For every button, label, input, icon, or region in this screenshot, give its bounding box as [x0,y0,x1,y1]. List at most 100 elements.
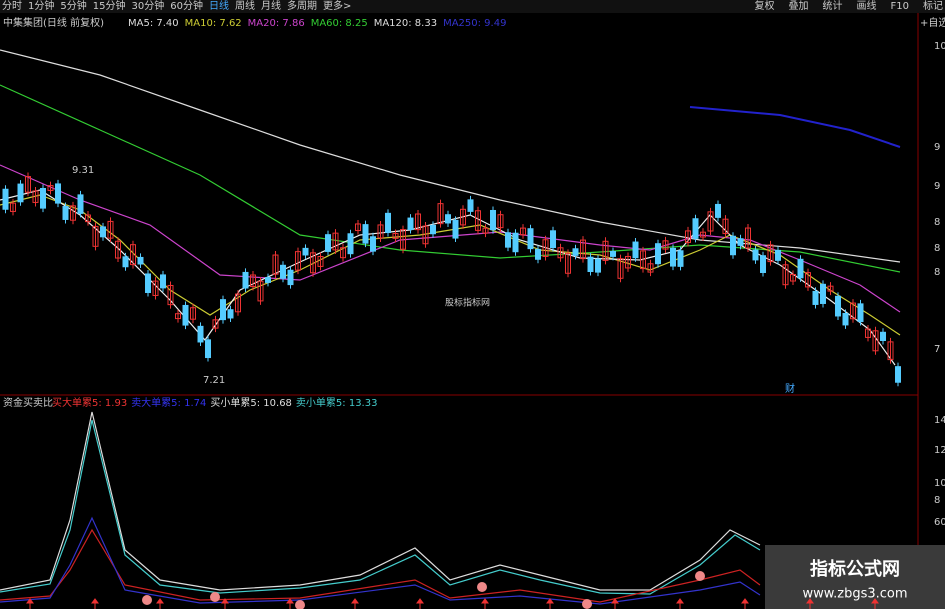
candle-body [310,252,316,274]
candle-body [205,339,211,359]
candle-body [295,251,301,271]
toolbar-item[interactable]: F10 [891,1,909,12]
signal-arrow [416,598,424,609]
signal-arrow [156,598,164,609]
signal-dot [695,571,705,581]
candle-body [242,271,249,289]
candle-body [347,233,354,255]
candle-body [505,232,511,248]
y-axis-label: 8 [934,267,940,278]
buy-big [0,528,761,603]
ma-legend: MA10: 7.62 [185,18,242,29]
candle-body [580,239,586,260]
toolbar-item[interactable]: 叠加 [789,0,809,12]
y-axis-label: 60 [934,517,945,528]
candle-body [362,224,369,244]
toolbar-item[interactable]: 月线 [261,0,281,12]
candle-body [370,236,376,252]
candle-body [385,212,391,233]
candle-body [257,280,264,302]
y-axis-label: 10 [934,478,945,489]
candle-body [692,218,699,239]
candle-body [767,244,774,263]
candle-body [490,209,496,231]
candle-body [145,273,151,293]
toolbar-item[interactable]: 更多> [323,0,351,12]
toolbar-item[interactable]: 周线 [235,0,255,12]
lower-title: 资金买卖比 [3,396,53,409]
sell-small [0,411,761,591]
candle-body [535,248,541,260]
candle-body [2,188,9,210]
ma-legend: MA250: 9.49 [443,18,506,29]
candle-body [167,284,174,306]
signal-dot [142,595,152,605]
candle-body [602,240,609,261]
candle-body [340,247,346,259]
candle-body [152,280,159,296]
toolbar-item[interactable]: 日线 [209,0,229,12]
y-axis-label: 8 [934,243,940,254]
candle-body [587,256,594,273]
candle-body [527,228,534,250]
signal-arrow [221,598,229,609]
signal-arrow [871,598,879,609]
candle-body [722,218,729,235]
candle-body [287,269,294,286]
candle-body [820,283,826,304]
candle-body [182,304,189,326]
toolbar-item[interactable]: 复权 [755,0,775,12]
candle-body [437,203,444,225]
toolbar-item[interactable]: 画线 [857,0,877,12]
signal-dot [295,600,305,609]
candle-body [595,258,601,273]
candle-body [332,232,339,251]
candle-body [790,273,796,282]
candle-body [655,243,661,265]
candle-body [497,214,504,229]
candle-body [422,225,429,245]
toolbar-item[interactable]: 分时 [2,0,22,12]
y-axis-label: 12 [934,445,945,456]
signal-arrow [286,598,294,609]
signal-arrow [611,598,619,609]
y-axis-label: 14 [934,415,945,426]
candle-body [895,366,901,383]
signal-arrow [546,598,554,609]
candle-body [190,307,196,320]
toolbar-item[interactable]: 15分钟 [93,0,126,12]
toolbar-item[interactable]: 统计 [823,0,843,12]
toolbar-item[interactable]: 5分钟 [60,0,86,12]
candle-body [700,231,706,238]
candle-body [197,325,204,343]
toolbar-item[interactable]: 60分钟 [170,0,203,12]
candle-body [460,208,466,226]
candle-body [115,240,121,259]
fav[interactable]: +自选 [920,16,945,29]
signal-arrow [806,598,814,609]
candle-body [265,277,271,283]
toolbar-item[interactable]: 30分钟 [131,0,164,12]
candle-body [685,230,691,243]
candle-body [887,341,894,361]
signal-arrow [741,598,749,609]
candle-body [325,234,331,252]
candle-body [452,219,459,239]
toolbar-item[interactable]: 1分钟 [28,0,54,12]
candle-body [542,239,549,257]
candle-body [55,183,61,204]
candle-body [812,290,819,305]
candle-body [280,264,286,279]
toolbar-item[interactable]: 多周期 [287,0,317,12]
candle-body [617,258,624,279]
candle-body [640,250,646,270]
candle-body [707,211,714,232]
flow-legend: 买小单累5: 10.68 [210,397,292,409]
marker: 财 [785,382,795,395]
toolbar-item[interactable]: 标记 [923,0,943,12]
candle-body [377,224,384,239]
candle-body [415,213,421,231]
y-axis-label: 9 [934,142,940,153]
candle-body [880,331,886,342]
candle-body [572,248,579,256]
